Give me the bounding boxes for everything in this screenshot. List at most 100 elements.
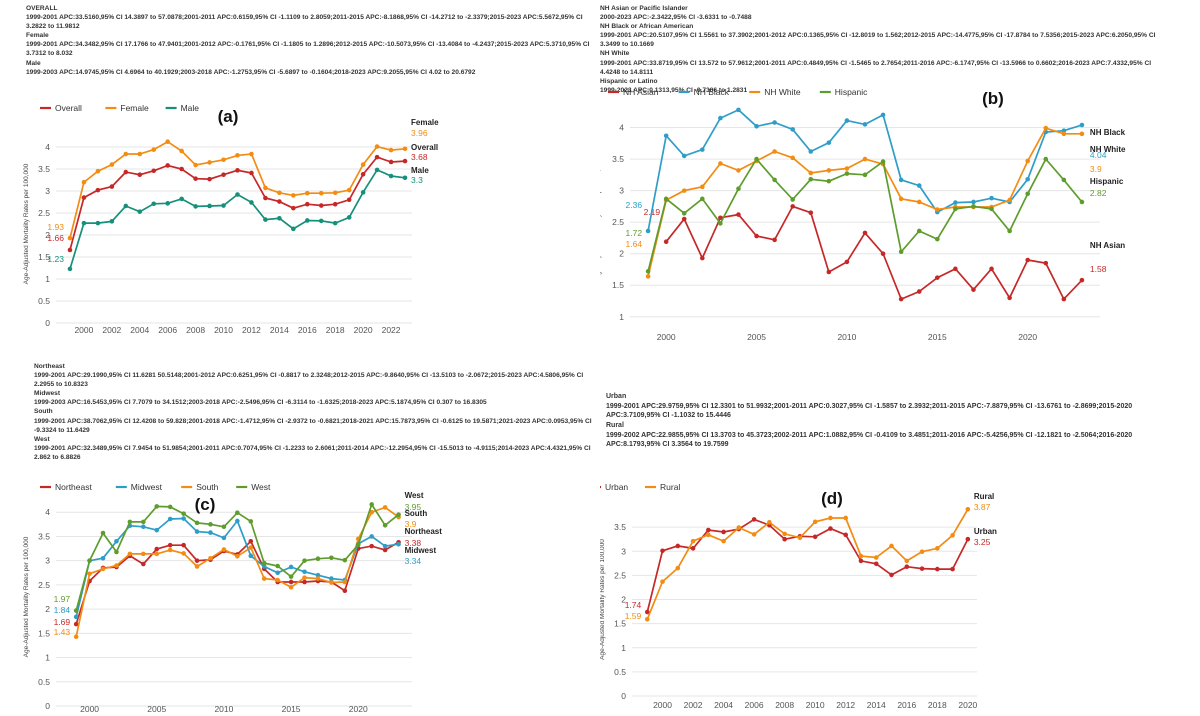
line-chart: 0 0.5 1 1.5 2 2.5 3 3.5 2000 2002 2004 2006 2008 2010… [600,482,997,710]
x-tick-label: 2000 [74,325,93,335]
y-tick-label: 2 [619,249,624,259]
data-point [660,548,665,554]
data-point [1061,177,1067,183]
data-point [772,149,777,154]
apc-note-line: 1999-2001 APC:29.1990,95% CI 11.6281 50.… [34,372,584,389]
data-point [141,519,146,525]
y-tick-label: 1.5 [38,252,50,262]
data-point [862,122,868,127]
apc-note-line: Urban [606,393,627,400]
data-point [302,558,307,563]
data-point [828,515,833,521]
data-point [1025,158,1030,164]
x-tick-label: 2002 [684,700,703,710]
x-tick-label: 2014 [270,325,289,335]
data-point [275,563,280,569]
x-tick-label: 2010 [806,700,825,710]
data-point [87,571,92,577]
data-point [342,588,348,594]
end-series-name: Northeast [405,527,443,536]
y-tick-label: 1 [621,643,626,653]
data-point [73,608,79,613]
apc-note-line: Northeast [34,363,65,370]
data-point [194,558,200,563]
y-tick-label: 2 [45,604,50,614]
data-point [889,572,894,578]
data-point [315,556,321,562]
data-point [1079,131,1085,137]
data-point [1007,295,1012,301]
data-point [782,531,787,537]
y-tick-label: 4 [45,142,50,152]
y-tick-label: 0.5 [38,296,50,306]
data-point [221,524,227,530]
apc-note-line: 1999-2003 APC:16.5453,95% CI 7.7079 to 3… [34,399,487,407]
data-point [1007,197,1012,203]
apc-note-line: 1999-2001 APC:34.3482,95% CI 17.1766 to … [26,41,590,58]
start-value-label: 1.72 [626,228,643,238]
data-point [844,166,850,171]
data-point [332,190,338,196]
legend-entry: Hispanic [835,87,868,97]
data-point [1079,199,1085,205]
legend-entry: South [196,482,218,492]
data-point [127,551,133,557]
x-tick-label: 2010 [837,332,856,342]
data-point [790,204,795,209]
end-series-name: Hispanic [1090,177,1124,186]
y-axis-label: Age-Adjusted Mortality Rates per 100,000 [23,536,30,657]
data-point [291,193,296,198]
end-series-name: Midwest [405,546,437,555]
data-point [1025,257,1030,263]
x-tick-label: 2000 [657,332,676,342]
data-point [989,206,994,212]
data-point [754,156,759,162]
data-point [154,504,160,509]
data-point [898,249,904,255]
data-point [100,555,106,561]
data-point [235,554,240,559]
data-point [374,167,380,173]
data-point [249,151,254,157]
end-value-label: 2.82 [1090,188,1107,198]
legend-entry: Female [120,103,149,113]
data-point [971,204,976,209]
data-point [248,545,254,550]
end-value-label: 3.3 [411,175,423,185]
data-point [953,200,958,205]
apc-note-line: Male [26,59,41,67]
data-point [318,203,324,208]
line-chart: 1 1.5 2 2.5 3 3.5 4 2000 2005 2010 2015 2020 Age-Adj… [600,87,1126,342]
data-point [141,524,146,530]
data-point [123,151,129,157]
data-point [288,585,294,590]
data-point [989,266,994,272]
y-tick-label: 3.5 [612,154,624,164]
start-value-label: 1.69 [54,617,71,627]
data-point [221,203,226,208]
x-tick-label: 2000 [80,704,99,714]
apc-note-line: 1999-2001 APC:33.5160,95% CI 14.3897 to … [26,14,583,31]
data-point [751,517,757,522]
data-point [690,538,696,544]
end-value-label: 3.9 [1090,164,1102,174]
data-point [402,158,408,164]
line-chart: 0 0.5 1 1.5 2 2.5 3 3.5 4 2000 2005 2010 2015 2020 Age… [23,482,443,714]
data-point [165,163,170,168]
data-point [261,564,267,569]
data-point [141,551,146,557]
data-point [916,199,922,205]
data-point [137,172,143,178]
data-point [1061,128,1067,133]
data-point [736,107,741,113]
data-point [736,186,741,192]
data-point [826,269,832,275]
data-point [123,169,129,175]
x-tick-label: 2018 [928,700,947,710]
data-point [207,160,212,165]
data-point [374,144,380,149]
data-point [808,176,814,182]
data-point [81,220,87,226]
x-tick-label: 2018 [326,325,345,335]
data-point [935,207,940,212]
